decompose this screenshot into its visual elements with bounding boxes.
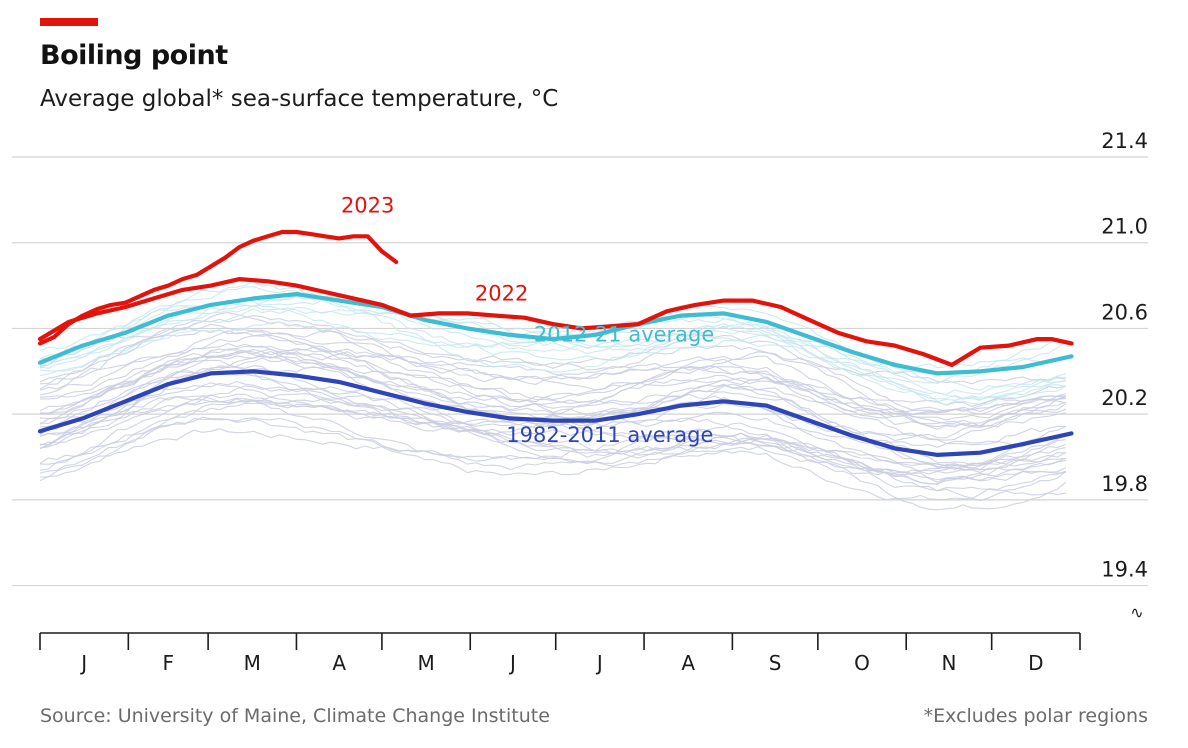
- background-year-line: [39, 329, 1066, 412]
- background-year-line: [39, 312, 1066, 418]
- x-tick-label: F: [162, 651, 174, 675]
- gridlines: 19.4 19.8 20.2 20.6 21.0 21.4 ∿: [12, 129, 1148, 622]
- y-tick-label: 20.6: [1101, 300, 1148, 324]
- background-year-line: [39, 286, 1067, 385]
- chart-subtitle: Average global* sea-surface temperature,…: [40, 86, 559, 112]
- background-year-lines: [39, 282, 1067, 511]
- background-year-line: [39, 393, 1066, 483]
- background-year-line: [39, 350, 1066, 470]
- series-line-1982-2011-average: [37, 369, 1074, 457]
- x-tick-label: M: [417, 651, 434, 675]
- y-tick-label: 21.4: [1101, 129, 1148, 153]
- x-tick-label: O: [854, 651, 870, 675]
- series-line-2023: [37, 229, 399, 346]
- background-year-line: [39, 342, 1067, 427]
- background-year-line: [39, 393, 1067, 511]
- source-note: Source: University of Maine, Climate Cha…: [40, 705, 550, 727]
- series-label: 1982-2011 average: [506, 423, 713, 447]
- accent-bar: [40, 18, 98, 26]
- background-year-line: [39, 359, 1066, 439]
- y-tick-label: 20.2: [1101, 386, 1148, 410]
- x-tick-label: J: [595, 651, 603, 675]
- x-tick-label: S: [769, 651, 782, 675]
- background-year-line: [39, 402, 1067, 485]
- background-year-line: [39, 304, 1066, 391]
- series-label: 2022: [475, 282, 528, 306]
- chart-title: Boiling point: [40, 40, 228, 71]
- background-year-line: [39, 357, 1066, 475]
- series-lines: [37, 229, 1074, 457]
- background-year-line: [39, 295, 1066, 400]
- background-year-line: [39, 397, 1066, 481]
- x-tick-label: J: [508, 651, 516, 675]
- background-year-line: [39, 416, 1067, 485]
- background-year-line: [39, 329, 1066, 407]
- x-tick-label: N: [941, 651, 956, 675]
- background-year-line: [39, 417, 1066, 501]
- background-year-line: [39, 323, 1066, 385]
- background-year-line: [39, 385, 1066, 466]
- series-label: 2012-21 average: [534, 322, 714, 346]
- background-year-line: [39, 428, 1066, 502]
- background-year-line: [39, 345, 1066, 430]
- background-year-line: [39, 306, 1067, 406]
- background-year-line: [40, 332, 1066, 415]
- background-year-line: [39, 396, 1067, 471]
- y-tick-label: 19.4: [1101, 558, 1148, 582]
- series-line-2012-21-average: [37, 292, 1074, 376]
- x-tick-label: M: [244, 651, 261, 675]
- y-tick-label: 21.0: [1101, 215, 1148, 239]
- series-label: 2023: [341, 194, 394, 218]
- background-year-line: [39, 348, 1066, 442]
- x-tick-label: J: [79, 651, 87, 675]
- background-year-line: [39, 382, 1066, 469]
- background-year-line: [39, 348, 1066, 421]
- x-tick-label: A: [681, 651, 695, 675]
- background-year-line: [40, 351, 1067, 428]
- y-tick-label: 19.8: [1101, 472, 1148, 496]
- x-tick-label: D: [1028, 651, 1043, 675]
- background-year-line: [39, 365, 1066, 446]
- x-tick-label: A: [332, 651, 346, 675]
- axis-break-icon: ∿: [1130, 603, 1143, 622]
- footnote: *Excludes polar regions: [923, 705, 1148, 727]
- series-line-2022: [37, 277, 1074, 367]
